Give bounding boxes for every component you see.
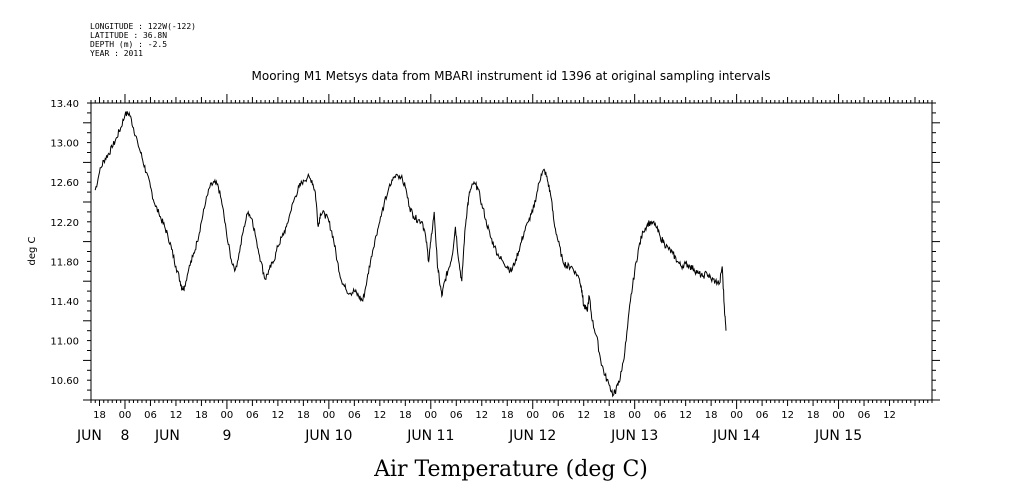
x-hour-label: 12 [475,410,488,421]
y-tick-label: 13.00 [50,139,79,150]
y-tick-label: 11.40 [50,297,79,308]
x-day-label: JUN [154,428,180,444]
x-hour-label: 06 [348,410,361,421]
y-tick-label: 11.00 [50,337,79,348]
x-day-label: 8 [121,428,130,444]
plot-frame [90,102,933,401]
x-hour-label: 18 [603,410,616,421]
series-line [94,110,727,398]
chart-title: Mooring M1 Metsys data from MBARI instru… [252,69,771,83]
y-axis-label: deg C [27,236,38,265]
x-day-label: JUN 13 [610,428,658,444]
x-day-label: JUN [76,428,102,444]
x-axis-label: Air Temperature (deg C) [373,457,648,482]
x-hour-label: 12 [883,410,896,421]
year-label: YEAR : 2011 [90,49,143,58]
x-hour-label: 18 [501,410,514,421]
y-tick-label: 11.80 [50,257,79,268]
x-hour-label: 06 [246,410,259,421]
x-hour-label: 06 [450,410,463,421]
x-hour-label: 00 [628,410,641,421]
x-hour-label: 12 [679,410,692,421]
x-hour-label: 06 [654,410,667,421]
x-hour-label: 06 [144,410,157,421]
x-hour-label: 00 [119,410,132,421]
y-tick-label: 10.60 [50,376,79,387]
y-tick-label: 13.40 [50,99,79,110]
x-day-label: JUN 11 [406,428,454,444]
x-hour-label: 12 [577,410,590,421]
x-hour-label: 18 [93,410,106,421]
x-hour-label: 18 [807,410,820,421]
depth-label: DEPTH (m) : -2.5 [90,40,168,49]
x-hour-label: 00 [221,410,234,421]
metadata-header: LONGITUDE : 122W(-122) LATITUDE : 36.8N … [90,22,196,58]
x-hour-label: 00 [424,410,437,421]
x-hour-label: 12 [373,410,386,421]
y-tick-label: 12.60 [50,178,79,189]
x-hour-label: 00 [832,410,845,421]
x-hour-label: 00 [322,410,335,421]
x-hour-label: 18 [705,410,718,421]
longitude-label: LONGITUDE : 122W(-122) [90,22,196,31]
x-hour-label: 06 [552,410,565,421]
y-tick-label: 12.20 [50,218,79,229]
x-hour-label: 00 [526,410,539,421]
x-hour-label: 12 [170,410,183,421]
x-hour-label: 00 [730,410,743,421]
x-day-label: 9 [222,428,231,444]
y-axis: 10.60 11.00 11.40 11.80 12.20 12.60 13.00 13.40 [50,99,940,401]
x-hour-label: 06 [756,410,769,421]
x-hour-label: 18 [195,410,208,421]
x-hour-label: 12 [272,410,285,421]
x-hour-label: 18 [297,410,310,421]
x-day-label: JUN 10 [304,428,352,444]
x-axis: 18 00 06 12 18 00 06 12 18 00 06 12 18 00 06 12 18 00 06 12… [76,94,933,444]
x-hour-label: 18 [399,410,412,421]
x-hour-label: 12 [781,410,794,421]
latitude-label: LATITUDE : 36.8N [90,31,168,40]
x-day-label: JUN 14 [712,428,760,444]
x-day-label: JUN 15 [814,428,862,444]
x-hour-label: 06 [858,410,871,421]
x-day-label: JUN 12 [508,428,556,444]
